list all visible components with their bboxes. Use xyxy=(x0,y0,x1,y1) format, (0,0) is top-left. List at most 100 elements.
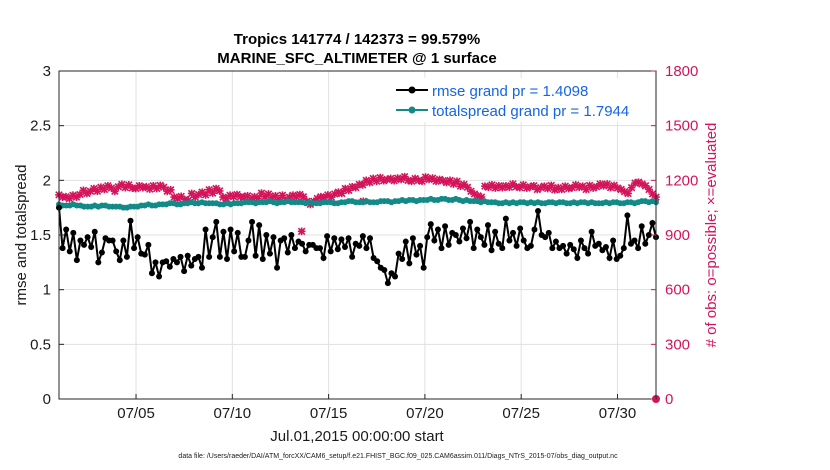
series-rmse-point xyxy=(259,256,266,263)
series-rmse-point xyxy=(402,238,409,245)
obs-point xyxy=(268,193,276,202)
series-rmse-point xyxy=(95,259,102,266)
obs-point xyxy=(159,183,168,192)
obs-point xyxy=(491,184,500,192)
series-rmse-point xyxy=(574,254,581,261)
obs-point xyxy=(278,191,287,200)
series-rmse-point xyxy=(249,218,256,225)
series-rmse-point xyxy=(417,242,424,249)
series-rmse-point xyxy=(649,219,656,226)
obs-outlier-point xyxy=(297,227,306,236)
obs-point xyxy=(634,178,643,186)
series-rmse-point xyxy=(166,263,173,270)
obs-point xyxy=(330,190,339,198)
obs-point xyxy=(575,183,584,192)
obs-point xyxy=(170,193,179,201)
series-rmse-point xyxy=(241,253,248,260)
legend-spread-label: totalspread grand pr = 1.7944 xyxy=(432,103,629,120)
series-rmse-point xyxy=(231,248,238,255)
obs-point xyxy=(502,181,510,190)
series-rmse-point xyxy=(184,252,191,259)
obs-point xyxy=(257,189,266,197)
y-tick-label-right: 1800 xyxy=(665,63,698,80)
series-rmse-point xyxy=(363,245,370,252)
series-rmse-point xyxy=(399,256,406,263)
obs-point xyxy=(533,185,542,194)
series-rmse-point xyxy=(492,228,499,235)
series-rmse-point xyxy=(195,253,202,260)
series-rmse-point xyxy=(109,237,116,244)
series-rmse-point xyxy=(513,242,520,249)
obs-point xyxy=(557,185,566,194)
series-rmse-point xyxy=(341,244,348,251)
series-rmse-point xyxy=(81,241,88,248)
series-rmse-point xyxy=(392,273,399,280)
obs-point xyxy=(543,184,552,193)
obs-point xyxy=(456,182,465,191)
obs-point xyxy=(400,172,409,181)
series-rmse-point xyxy=(502,215,509,222)
series-rmse-point xyxy=(73,257,80,264)
obs-point xyxy=(536,183,545,192)
obs-point xyxy=(582,185,591,194)
series-rmse-point xyxy=(227,226,234,233)
series-rmse-point xyxy=(291,245,298,252)
series-rmse-point xyxy=(123,253,130,260)
obs-point xyxy=(379,176,388,185)
obs-point xyxy=(383,175,392,184)
series-rmse-point xyxy=(152,259,159,266)
obs-point xyxy=(522,184,531,192)
series-rmse-point xyxy=(620,245,627,252)
series-rmse-point xyxy=(206,253,213,260)
obs-point xyxy=(645,185,653,194)
series-rmse-point xyxy=(148,270,155,277)
obs-point xyxy=(596,180,604,188)
obs-point xyxy=(296,190,304,199)
series-rmse-point xyxy=(356,242,363,249)
obs-point xyxy=(145,185,154,193)
obs-point xyxy=(299,192,308,201)
obs-point xyxy=(240,193,248,201)
obs-point xyxy=(292,192,301,201)
y-tick-label-right: 1200 xyxy=(665,172,698,189)
series-rmse-point xyxy=(395,250,402,257)
series-rmse-point xyxy=(431,237,438,244)
series-rmse-point xyxy=(134,234,141,241)
series-rmse-point xyxy=(434,226,441,233)
series-rmse-point xyxy=(345,235,352,242)
obs-point xyxy=(620,187,629,196)
series-rmse-point xyxy=(113,248,120,255)
legend-spread-marker xyxy=(408,106,416,114)
obs-point xyxy=(393,174,402,182)
obs-point xyxy=(631,179,639,187)
series-rmse-point xyxy=(624,212,631,219)
series-rmse-point xyxy=(77,237,84,244)
obs-point xyxy=(460,180,468,189)
obs-point xyxy=(226,191,234,200)
obs-point xyxy=(79,186,88,195)
series-rmse-point xyxy=(406,260,413,267)
obs-point xyxy=(65,194,74,203)
series-rmse-point xyxy=(488,247,495,254)
y-tick-label-left: 0 xyxy=(43,391,51,408)
series-rmse-point xyxy=(438,245,445,252)
obs-point xyxy=(477,193,486,201)
footnote: data file: /Users/raeder/DAI/ATM_forcXX/… xyxy=(178,453,618,460)
obs-point xyxy=(589,184,597,192)
obs-point xyxy=(599,181,608,190)
obs-point xyxy=(512,182,521,191)
obs-point xyxy=(289,191,297,200)
obs-point xyxy=(372,177,381,186)
obs-point xyxy=(550,185,559,194)
obs-point xyxy=(547,181,556,190)
obs-point xyxy=(564,184,573,193)
y-tick-label-left: 2.5 xyxy=(30,118,51,135)
obs-point xyxy=(554,183,563,192)
series-rmse-point xyxy=(59,245,66,252)
series-rmse-point xyxy=(474,226,481,233)
x-tick-label: 07/20 xyxy=(406,405,444,422)
series-rmse-point xyxy=(499,245,506,252)
series-rmse-point xyxy=(173,259,180,266)
series-rmse-point xyxy=(198,264,205,271)
obs-point xyxy=(348,182,357,191)
